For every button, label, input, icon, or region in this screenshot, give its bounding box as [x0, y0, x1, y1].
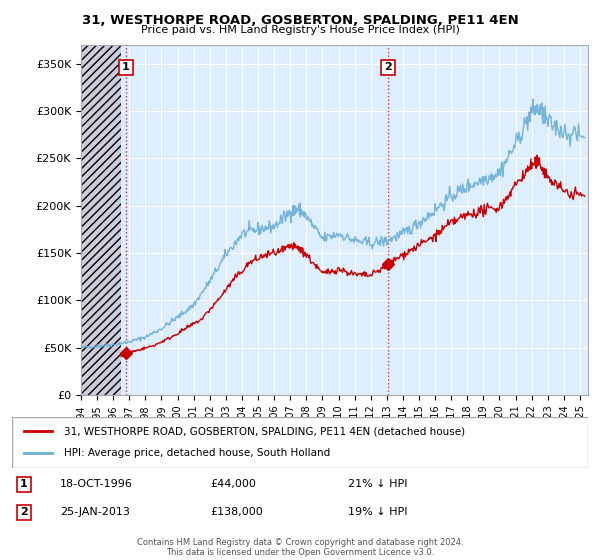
Bar — [81, 45, 121, 395]
Text: 25-JAN-2013: 25-JAN-2013 — [60, 507, 130, 517]
Text: 31, WESTHORPE ROAD, GOSBERTON, SPALDING, PE11 4EN (detached house): 31, WESTHORPE ROAD, GOSBERTON, SPALDING,… — [64, 426, 465, 436]
Text: 19% ↓ HPI: 19% ↓ HPI — [348, 507, 407, 517]
Text: 1: 1 — [20, 479, 28, 489]
Text: Price paid vs. HM Land Registry's House Price Index (HPI): Price paid vs. HM Land Registry's House … — [140, 25, 460, 35]
Text: 18-OCT-1996: 18-OCT-1996 — [60, 479, 133, 489]
Text: 21% ↓ HPI: 21% ↓ HPI — [348, 479, 407, 489]
Text: 2: 2 — [20, 507, 28, 517]
Text: 31, WESTHORPE ROAD, GOSBERTON, SPALDING, PE11 4EN: 31, WESTHORPE ROAD, GOSBERTON, SPALDING,… — [82, 14, 518, 27]
Text: £44,000: £44,000 — [210, 479, 256, 489]
Text: HPI: Average price, detached house, South Holland: HPI: Average price, detached house, Sout… — [64, 449, 330, 459]
Text: £138,000: £138,000 — [210, 507, 263, 517]
FancyBboxPatch shape — [12, 417, 588, 468]
Text: Contains HM Land Registry data © Crown copyright and database right 2024.
This d: Contains HM Land Registry data © Crown c… — [137, 538, 463, 557]
Text: 2: 2 — [384, 62, 392, 72]
Text: 1: 1 — [122, 62, 130, 72]
